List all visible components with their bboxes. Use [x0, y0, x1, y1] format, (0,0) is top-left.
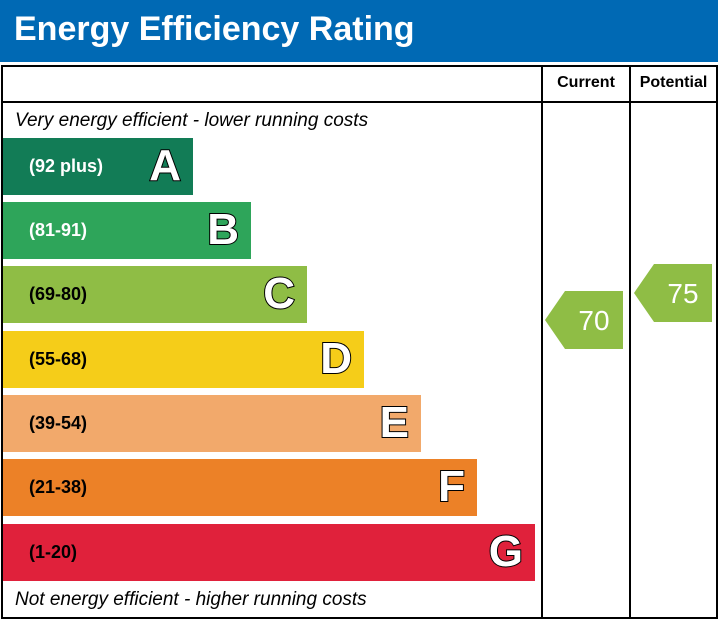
band-bar-f: (21-38) F [3, 459, 477, 516]
current-rating-arrow: 70 [545, 291, 623, 349]
rating-table [1, 65, 718, 619]
potential-column-header: Potential [639, 74, 708, 91]
title-bar: Energy Efficiency Rating [0, 0, 718, 62]
band-bar-a: (92 plus) A [3, 138, 193, 195]
chart-title: Energy Efficiency Rating [14, 10, 415, 48]
column-divider-current [541, 65, 543, 617]
band-bar-g: (1-20) G [3, 524, 535, 581]
band-bar-e: (39-54) E [3, 395, 421, 452]
band-range: (92 plus) [29, 156, 104, 176]
band-bar-b: (81-91) B [3, 202, 251, 259]
band-range: (21-38) [29, 477, 88, 497]
band-letter: D [319, 333, 353, 384]
band-letter: F [437, 461, 466, 512]
band-letter: B [206, 204, 240, 255]
band-range: (55-68) [29, 349, 88, 369]
band-range: (1-20) [29, 542, 78, 562]
band-letter: G [488, 526, 524, 577]
band-letter: A [148, 140, 182, 191]
header-divider [1, 101, 716, 103]
current-rating-arrow-shape [545, 291, 623, 349]
band-letter: E [379, 397, 410, 448]
potential-rating-arrow-shape [634, 264, 712, 322]
band-range: (69-80) [29, 284, 88, 304]
potential-rating-arrow: 75 [634, 264, 712, 322]
potential-rating-arrow-value: 75 [667, 278, 698, 309]
top-note: Very energy efficient - lower running co… [15, 110, 369, 131]
band-bar-d: (55-68) D [3, 331, 364, 388]
current-rating-arrow-value: 70 [578, 305, 609, 336]
band-letter: C [262, 268, 296, 319]
band-range: (81-91) [29, 220, 88, 240]
current-column-header: Current [557, 74, 615, 91]
bottom-note: Not energy efficient - higher running co… [15, 589, 367, 610]
band-bar-c: (69-80) C [3, 266, 307, 323]
column-divider-potential [629, 65, 631, 617]
band-range: (39-54) [29, 413, 88, 433]
